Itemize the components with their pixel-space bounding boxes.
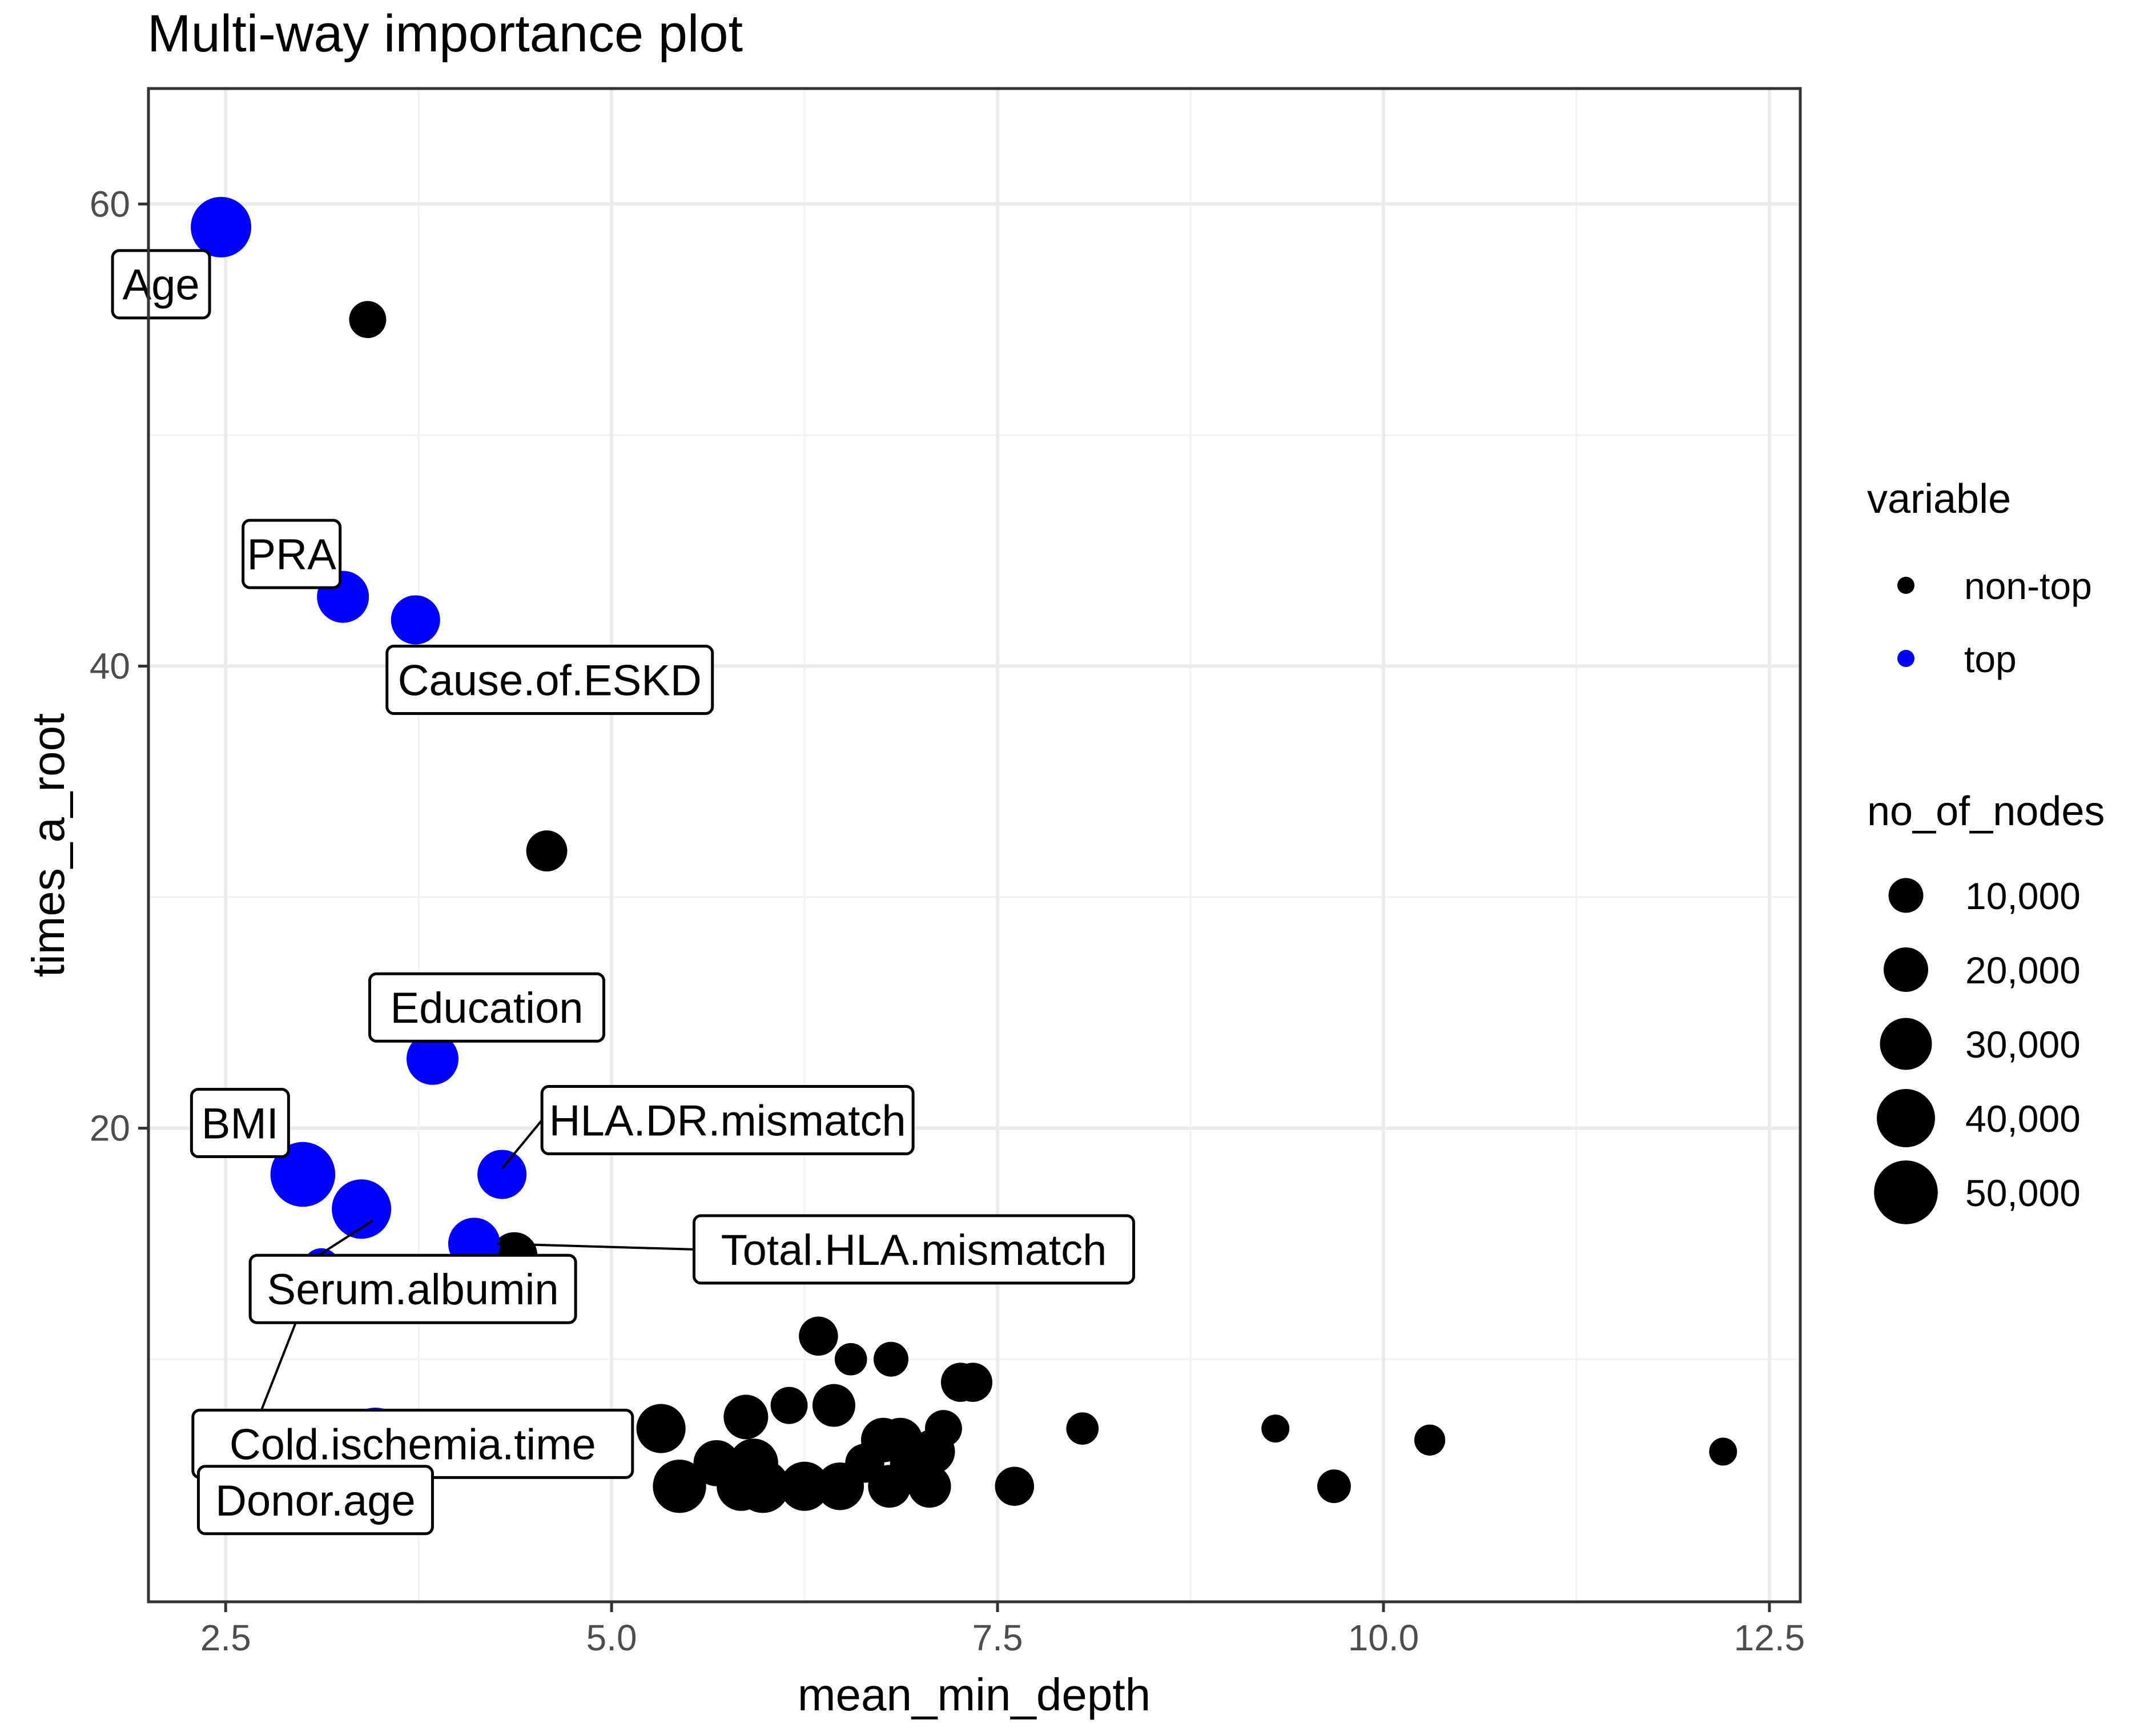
point-non-top bbox=[526, 830, 568, 872]
point-non-top bbox=[908, 1465, 951, 1508]
label-box bbox=[248, 1253, 577, 1324]
label-text: BMI bbox=[202, 1100, 279, 1148]
label-box bbox=[385, 645, 714, 716]
label-hla-dr-mismatch: HLA.DR.mismatch bbox=[540, 1085, 915, 1156]
legend-size-label: 50,000 bbox=[1965, 1172, 2081, 1214]
label-total-hla-mismatch: Total.HLA.mismatch bbox=[692, 1214, 1135, 1285]
label-box bbox=[540, 1085, 915, 1156]
label-text: Education bbox=[390, 984, 583, 1032]
label-text: Donor.age bbox=[215, 1477, 416, 1525]
x-tick-label: 10.0 bbox=[1348, 1617, 1419, 1658]
point-non-top bbox=[799, 1316, 838, 1356]
leader-line bbox=[501, 1119, 543, 1170]
chart-title: Multi-way importance plot bbox=[147, 5, 743, 63]
point-hla-dr-mismatch bbox=[477, 1150, 527, 1199]
label-text: Serum.albumin bbox=[267, 1265, 559, 1314]
point-non-top bbox=[653, 1460, 706, 1513]
label-text: Cause.of.ESKD bbox=[398, 657, 702, 705]
legend-size-key bbox=[1874, 1160, 1938, 1224]
legend-color-title: variable bbox=[1867, 476, 2011, 522]
point-non-top bbox=[868, 1465, 911, 1508]
label-box bbox=[692, 1214, 1135, 1285]
point-labels: Age PRA Cause.of.ESKD Education HLA.DR.misma… bbox=[111, 249, 1135, 1536]
point-non-top bbox=[770, 1387, 808, 1424]
leader-line bbox=[318, 1219, 374, 1256]
point-non-top bbox=[953, 1363, 993, 1402]
legend-color-key-top bbox=[1897, 650, 1914, 667]
y-axis: 20 40 60 bbox=[90, 183, 148, 1149]
label-bmi: BMI bbox=[190, 1088, 290, 1159]
plot-panel: Age PRA Cause.of.ESKD Education HLA.DR.misma… bbox=[111, 87, 1802, 1604]
y-tick-label: 60 bbox=[90, 183, 130, 224]
point-non-top bbox=[349, 301, 387, 339]
y-tick-label: 20 bbox=[90, 1108, 130, 1149]
label-box bbox=[111, 249, 211, 320]
label-cold-ischemia-time: Cold.ischemia.time bbox=[191, 1408, 634, 1479]
label-education: Education bbox=[368, 972, 605, 1043]
label-text: Cold.ischemia.time bbox=[230, 1420, 596, 1469]
legend-size-label: 40,000 bbox=[1965, 1098, 2081, 1140]
x-axis: 2.5 5.0 7.5 10.0 12.5 bbox=[200, 1602, 1805, 1658]
grid-lines bbox=[148, 89, 1800, 1602]
label-text: PRA bbox=[247, 531, 337, 579]
label-text: Age bbox=[122, 261, 199, 310]
label-box bbox=[368, 972, 605, 1043]
point-non-top bbox=[1317, 1469, 1351, 1504]
point-non-top bbox=[780, 1461, 830, 1511]
legend-color-entries: non-top top bbox=[1897, 565, 2092, 680]
label-box bbox=[242, 519, 342, 589]
legend-color-key-non-top bbox=[1897, 577, 1914, 594]
x-axis-title: mean_min_depth bbox=[798, 1669, 1151, 1720]
x-tick-label: 7.5 bbox=[972, 1617, 1023, 1658]
leader-line bbox=[497, 1242, 694, 1251]
legend-size-entries: 10,000 20,000 30,000 40,000 50,000 bbox=[1874, 875, 2081, 1224]
x-tick-label: 2.5 bbox=[200, 1617, 251, 1658]
point-non-top bbox=[636, 1404, 686, 1453]
point-non-top bbox=[816, 1462, 864, 1510]
point-serum-albumin bbox=[332, 1179, 392, 1239]
point-non-top bbox=[736, 1460, 790, 1513]
legend-size-key bbox=[1888, 878, 1924, 913]
x-tick-label: 12.5 bbox=[1734, 1617, 1805, 1658]
point-bmi bbox=[270, 1142, 336, 1207]
y-axis-title: times_a_root bbox=[23, 713, 74, 977]
point-non-top bbox=[873, 1341, 908, 1377]
label-text: HLA.DR.mismatch bbox=[549, 1097, 906, 1146]
legend-size-key bbox=[1877, 1089, 1935, 1147]
point-non-top bbox=[1709, 1437, 1737, 1466]
legend: variable non-top top no_of_nodes 10,000 20… bbox=[1867, 476, 2105, 1224]
y-tick-label: 40 bbox=[90, 645, 130, 686]
point-non-top bbox=[723, 1395, 769, 1440]
label-age: Age bbox=[111, 249, 211, 320]
point-non-top bbox=[812, 1384, 855, 1427]
label-box bbox=[190, 1088, 290, 1159]
legend-size-key bbox=[1880, 1018, 1932, 1070]
point-non-top bbox=[1414, 1424, 1446, 1456]
legend-size-label: 10,000 bbox=[1965, 875, 2081, 917]
legend-size-title: no_of_nodes bbox=[1867, 789, 2105, 834]
point-non-top bbox=[1066, 1412, 1099, 1445]
label-donor-age: Donor.age bbox=[196, 1465, 434, 1536]
label-text: Total.HLA.mismatch bbox=[721, 1226, 1107, 1275]
label-cause-of-eskd: Cause.of.ESKD bbox=[385, 645, 714, 716]
panel-border bbox=[147, 87, 1802, 1604]
point-non-top bbox=[995, 1466, 1035, 1506]
legend-size-label: 20,000 bbox=[1965, 949, 2081, 991]
legend-size-label: 30,000 bbox=[1965, 1023, 2081, 1066]
legend-color-label: non-top bbox=[1964, 565, 2092, 607]
point-non-top bbox=[834, 1343, 867, 1376]
point-age bbox=[191, 196, 252, 258]
label-pra: PRA bbox=[242, 519, 342, 589]
x-tick-label: 5.0 bbox=[586, 1617, 637, 1658]
label-serum-albumin: Serum.albumin bbox=[248, 1253, 577, 1324]
point-cause-of-eskd bbox=[391, 595, 440, 645]
legend-size-key bbox=[1884, 947, 1928, 992]
label-box bbox=[196, 1465, 434, 1536]
point-non-top bbox=[1261, 1414, 1290, 1443]
point-education bbox=[406, 1032, 458, 1085]
legend-color-label: top bbox=[1964, 638, 2017, 680]
